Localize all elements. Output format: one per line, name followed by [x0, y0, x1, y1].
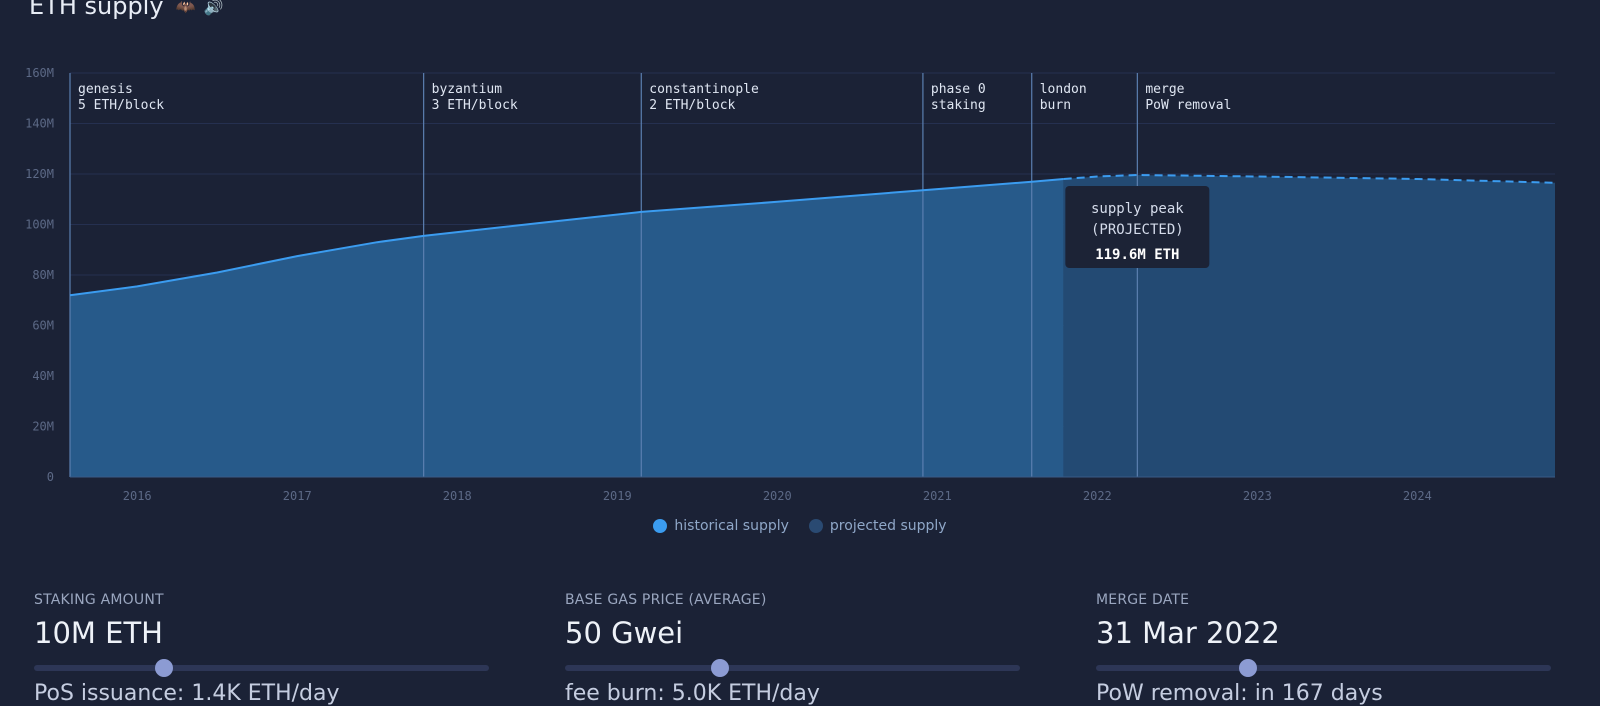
merge-date-slider[interactable]: [1096, 659, 1551, 677]
speaker-icon[interactable]: 🔊: [203, 0, 224, 16]
chart-legend: historical supply projected supply: [0, 518, 1600, 534]
y-tick-label: 40M: [32, 369, 54, 383]
tooltip-subtitle: (PROJECTED): [1091, 222, 1184, 238]
legend-projected-swatch: [808, 519, 823, 533]
x-tick-label: 2019: [603, 489, 632, 503]
legend-projected-label: projected supply: [829, 518, 947, 534]
y-tick-label: 80M: [32, 268, 54, 282]
x-tick-label: 2023: [1243, 489, 1272, 503]
y-tick-label: 160M: [25, 66, 54, 80]
base-gas-price-control: BASE GAS PRICE (AVERAGE) 50 Gwei fee bur…: [565, 592, 1020, 706]
title-text: ETH supply: [29, 0, 164, 20]
event-detail-byzantium: 3 ETH/block: [432, 98, 518, 113]
y-tick-label: 100M: [25, 218, 54, 232]
x-tick-label: 2018: [443, 489, 472, 503]
y-tick-label: 120M: [25, 167, 54, 181]
event-label-constantinople: constantinople: [649, 82, 759, 97]
base-gas-price-value: 50 Gwei: [565, 616, 684, 650]
merge-date-slider-thumb[interactable]: [1239, 659, 1258, 677]
event-detail-constantinople: 2 ETH/block: [649, 98, 735, 113]
event-detail-london: burn: [1040, 98, 1071, 113]
event-label-london: london: [1040, 82, 1087, 97]
fee-burn-text: fee burn: 5.0K ETH/day: [565, 681, 820, 706]
tooltip-box: [1065, 186, 1210, 269]
staking-amount-control: STAKING AMOUNT 10M ETH PoS issuance: 1.4…: [34, 592, 489, 706]
tooltip-value: 119.6M ETH: [1095, 247, 1179, 263]
pow-removal-text: PoW removal: in 167 days: [1096, 681, 1383, 706]
historical-supply-line: [69, 178, 1064, 297]
y-tick-label: 20M: [32, 420, 54, 434]
event-label-byzantium: byzantium: [432, 82, 503, 97]
event-label-merge: merge: [1145, 82, 1184, 97]
tooltip-title: supply peak: [1091, 201, 1184, 217]
base-gas-price-label: BASE GAS PRICE (AVERAGE): [565, 592, 767, 608]
merge-date-value: 31 Mar 2022: [1096, 616, 1280, 650]
y-tick-label: 0: [47, 470, 54, 484]
event-detail-merge: PoW removal: [1145, 98, 1231, 113]
staking-amount-label: STAKING AMOUNT: [34, 592, 164, 608]
legend-historical[interactable]: historical supply: [653, 518, 789, 534]
event-detail-genesis: 5 ETH/block: [78, 98, 164, 113]
event-label-genesis: genesis: [78, 82, 133, 97]
staking-amount-value: 10M ETH: [34, 616, 163, 650]
event-label-phase-0: phase 0: [931, 82, 986, 97]
x-tick-label: 2020: [763, 489, 792, 503]
chart-title: ETH supply 🦇 🔊: [29, 0, 223, 20]
y-tick-label: 140M: [25, 117, 54, 131]
base-gas-price-slider[interactable]: [565, 659, 1020, 677]
x-tick-label: 2017: [283, 489, 312, 503]
projected-supply-line: [1063, 173, 1556, 184]
batman-icon[interactable]: 🦇: [175, 0, 196, 16]
event-detail-phase-0: staking: [931, 98, 986, 113]
staking-amount-slider-thumb[interactable]: [154, 659, 173, 677]
merge-date-label: MERGE DATE: [1096, 592, 1190, 608]
legend-historical-swatch: [653, 519, 668, 533]
x-tick-label: 2021: [923, 489, 952, 503]
x-tick-label: 2016: [123, 489, 152, 503]
merge-date-control: MERGE DATE 31 Mar 2022 PoW removal: in 1…: [1096, 592, 1551, 706]
legend-historical-label: historical supply: [674, 518, 789, 534]
legend-projected[interactable]: projected supply: [808, 518, 947, 534]
y-tick-label: 60M: [32, 319, 54, 333]
staking-amount-slider[interactable]: [34, 659, 489, 677]
base-gas-price-slider-thumb[interactable]: [710, 659, 729, 677]
x-tick-label: 2024: [1403, 489, 1432, 503]
pos-issuance-text: PoS issuance: 1.4K ETH/day: [34, 681, 340, 706]
historical-supply-area: [70, 179, 1064, 477]
x-tick-label: 2022: [1083, 489, 1112, 503]
